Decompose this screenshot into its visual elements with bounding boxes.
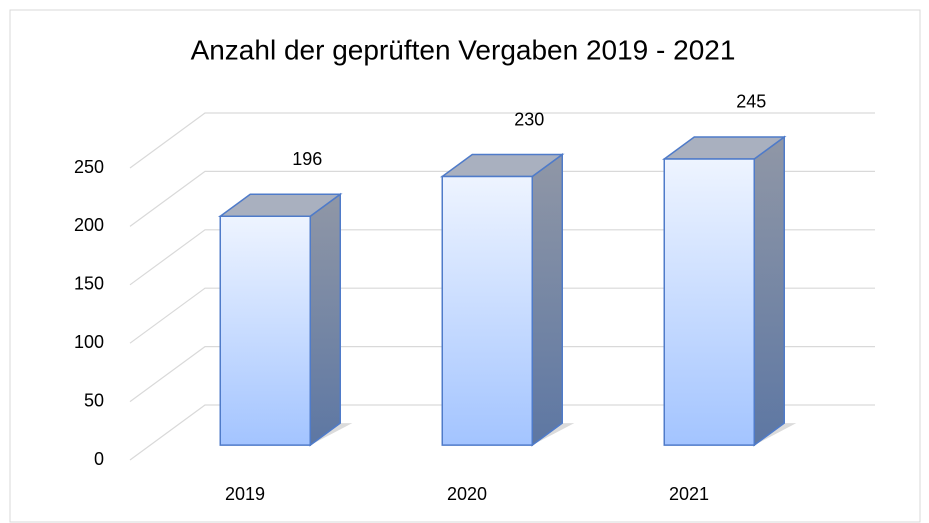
data-label: 196 [292, 149, 322, 169]
grid-line [129, 229, 875, 286]
chart-title: Anzahl der geprüften Vergaben 2019 - 202… [191, 34, 736, 65]
bar [439, 153, 575, 447]
y-tick-label: 150 [74, 274, 104, 294]
bar-front [219, 215, 311, 446]
grid-line [129, 346, 875, 403]
grid-line [129, 287, 875, 344]
bar-front [441, 175, 533, 446]
y-tick-label: 250 [74, 157, 104, 177]
grid-line [129, 404, 875, 461]
bar-side [531, 153, 563, 447]
bar-side [309, 192, 341, 447]
x-tick-label: 2020 [447, 484, 487, 504]
grid-line [129, 112, 875, 169]
x-tick-label: 2021 [669, 484, 709, 504]
x-tick-label: 2019 [225, 484, 265, 504]
bar [661, 135, 797, 447]
y-tick-label: 100 [74, 332, 104, 352]
y-tick-label: 200 [74, 215, 104, 235]
y-tick-label: 50 [84, 390, 104, 410]
bar [217, 192, 353, 447]
grid-line [129, 170, 875, 227]
data-label: 230 [514, 109, 544, 129]
bar-side [753, 135, 785, 447]
data-label: 245 [736, 92, 766, 112]
bar-front [663, 158, 755, 446]
y-tick-label: 0 [94, 449, 104, 469]
